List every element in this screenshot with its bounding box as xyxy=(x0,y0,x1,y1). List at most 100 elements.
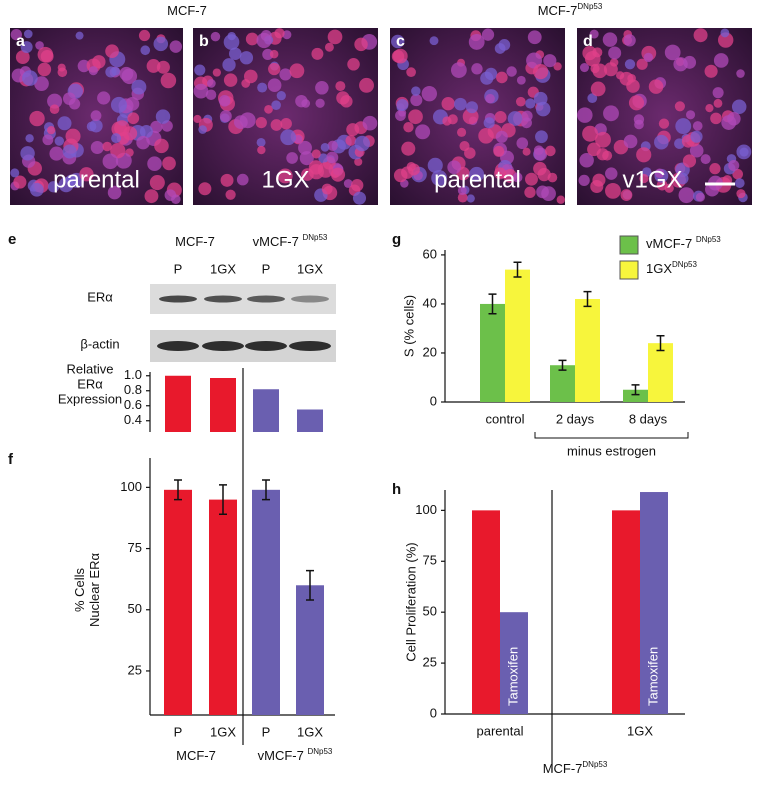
nucleus xyxy=(710,112,722,125)
y-tick-label: 60 xyxy=(423,246,437,261)
nucleus xyxy=(664,44,681,61)
legend-label: vMCF-7 DNp53 xyxy=(646,235,721,251)
y-axis-label: Cell Proliferation (%) xyxy=(403,542,418,661)
nucleus xyxy=(57,116,72,131)
nucleus xyxy=(256,137,266,147)
superscript: DNp53 xyxy=(302,233,327,242)
y-axis-label: Expression xyxy=(58,391,122,406)
lane-label: 1GX xyxy=(210,261,236,276)
legend-swatch xyxy=(619,235,639,255)
nucleus xyxy=(578,174,590,187)
nucleus xyxy=(34,76,49,92)
nucleus xyxy=(590,81,606,97)
panel-letter: h xyxy=(392,481,401,498)
nucleus xyxy=(351,179,364,192)
y-tick-label: 75 xyxy=(423,553,437,568)
nucleus xyxy=(639,173,649,184)
nucleus xyxy=(62,92,76,106)
group-label: vMCF-7 DNp53 xyxy=(253,233,328,249)
text: vMCF-7 xyxy=(258,748,308,763)
nucleus xyxy=(623,34,636,47)
nucleus xyxy=(626,79,640,93)
nucleus xyxy=(274,28,285,39)
bar xyxy=(500,612,528,714)
nucleus xyxy=(264,104,273,114)
nucleus xyxy=(447,160,462,175)
nucleus xyxy=(700,154,711,165)
nucleus xyxy=(326,151,339,164)
nucleus xyxy=(47,181,60,193)
bar-label: Tamoxifen xyxy=(645,647,660,706)
nucleus xyxy=(692,121,703,131)
nucleus xyxy=(507,111,523,126)
nucleus xyxy=(119,66,134,81)
band xyxy=(202,341,244,351)
nucleus xyxy=(457,186,467,196)
nucleus xyxy=(222,58,236,72)
nucleus xyxy=(29,110,45,127)
nucleus xyxy=(155,109,171,124)
text: MCF-7 xyxy=(543,761,583,776)
nucleus xyxy=(22,70,38,86)
nucleus xyxy=(579,152,594,168)
bar xyxy=(648,343,673,402)
band xyxy=(204,295,242,303)
nucleus xyxy=(289,63,305,79)
y-tick-label: 100 xyxy=(415,502,437,517)
lane-label: P xyxy=(174,261,183,276)
nucleus xyxy=(25,134,34,143)
nucleus xyxy=(493,145,505,157)
nucleus xyxy=(654,168,665,178)
panel-letter: g xyxy=(392,231,401,248)
nucleus xyxy=(736,69,745,78)
nucleus xyxy=(695,192,705,202)
nucleus xyxy=(140,45,151,56)
nucleus xyxy=(525,172,538,186)
nucleus xyxy=(47,126,56,135)
nucleus xyxy=(10,168,20,178)
nucleus xyxy=(643,52,654,63)
nucleus xyxy=(396,99,409,112)
nucleus xyxy=(391,34,405,49)
nucleus xyxy=(525,98,536,109)
nucleus xyxy=(315,81,329,95)
bar xyxy=(612,510,640,714)
nucleus xyxy=(589,29,599,39)
nucleus xyxy=(624,59,636,70)
nucleus xyxy=(346,123,360,137)
bar xyxy=(209,499,237,715)
y-tick-label: 75 xyxy=(128,540,142,555)
nucleus xyxy=(280,129,297,146)
nucleus xyxy=(228,47,242,61)
error-bar xyxy=(631,384,640,396)
bar xyxy=(252,489,280,715)
legend-text: DNp53 xyxy=(672,260,697,269)
band xyxy=(289,341,331,351)
nucleus xyxy=(77,59,91,73)
text: MCF-7 xyxy=(176,748,216,763)
nucleus xyxy=(713,53,729,68)
nucleus xyxy=(336,91,350,105)
error-bar xyxy=(219,484,227,516)
y-tick-label: 0.6 xyxy=(124,397,142,412)
nucleus xyxy=(469,166,485,182)
row-label: ERα xyxy=(87,289,113,304)
nucleus xyxy=(311,47,324,60)
nucleus xyxy=(608,46,622,60)
nucleus xyxy=(88,66,98,76)
nucleus xyxy=(47,93,63,109)
nucleus xyxy=(485,93,495,104)
nucleus xyxy=(605,167,618,180)
panel-letter: d xyxy=(583,33,593,50)
nucleus xyxy=(526,52,543,69)
superscript: DNp53 xyxy=(582,760,607,769)
error-bar xyxy=(262,479,270,501)
nucleus xyxy=(410,94,423,107)
bar xyxy=(297,409,323,432)
nucleus xyxy=(442,116,452,126)
nucleus xyxy=(330,167,346,182)
bar xyxy=(164,489,192,715)
legend-swatch xyxy=(619,260,639,280)
nucleus xyxy=(682,154,697,168)
nucleus xyxy=(58,177,74,193)
